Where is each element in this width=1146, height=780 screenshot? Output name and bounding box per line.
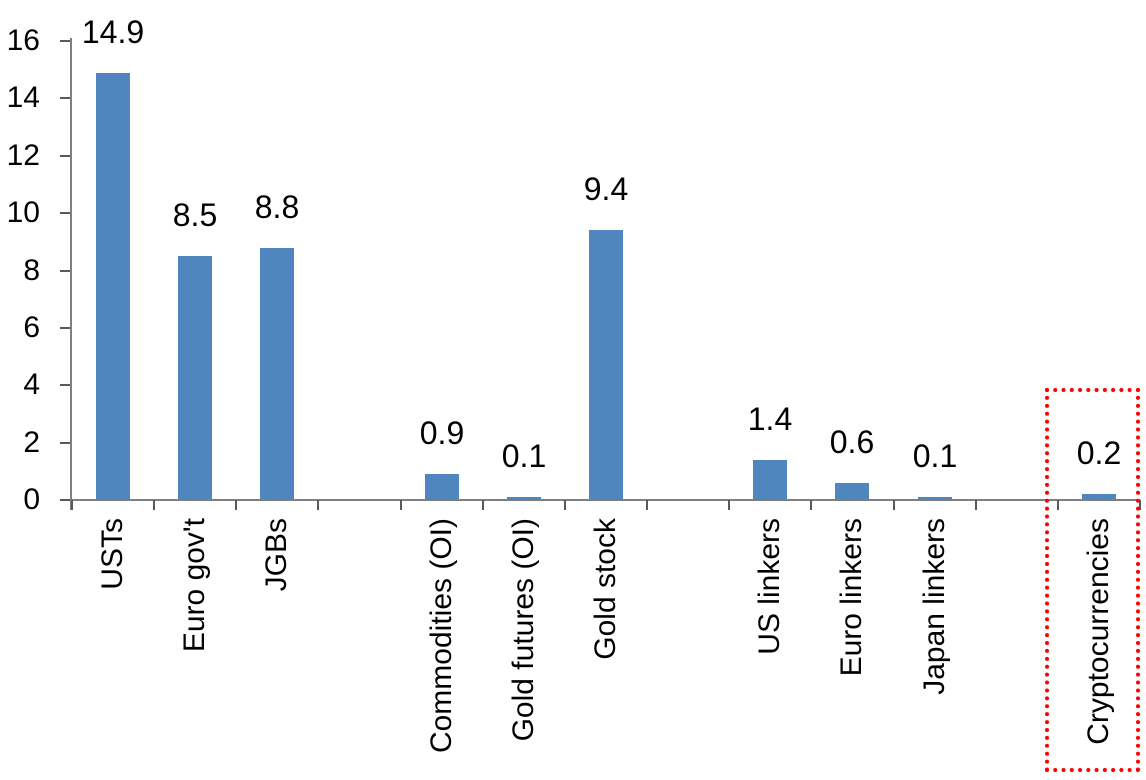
bar-value-label: 9.4 xyxy=(583,171,629,207)
category-label: Japan linkers xyxy=(918,518,951,695)
y-axis-tick-label: 0 xyxy=(23,483,40,516)
category-label: Euro gov't xyxy=(178,518,211,653)
x-axis-tick xyxy=(481,500,484,510)
y-axis-tick-label: 4 xyxy=(23,368,40,402)
y-axis-tick xyxy=(60,40,70,42)
x-axis-tick xyxy=(728,500,731,510)
bar xyxy=(835,483,869,500)
bar xyxy=(96,73,130,500)
y-axis-tick-label: 6 xyxy=(23,310,40,344)
category-label: Gold futures (OI) xyxy=(507,518,540,742)
y-axis-tick xyxy=(60,441,70,444)
y-axis-tick xyxy=(60,212,70,215)
bar-value-label: 14.9 xyxy=(81,14,145,50)
y-axis-tick xyxy=(60,384,70,387)
y-axis-tick xyxy=(60,97,70,100)
bar xyxy=(753,460,787,500)
x-axis-tick xyxy=(1139,500,1141,510)
category-label: JGBs xyxy=(260,518,293,592)
y-axis-tick-label: 16 xyxy=(6,24,40,57)
bar-value-label: 0.9 xyxy=(419,415,465,451)
bar-value-label: 8.5 xyxy=(172,197,218,233)
x-axis-tick xyxy=(399,500,402,510)
x-axis-line xyxy=(72,499,1140,501)
y-axis-tick xyxy=(60,269,70,272)
bar xyxy=(425,474,459,500)
category-label: Commodities (OI) xyxy=(425,518,458,754)
bar-value-label: 0.1 xyxy=(912,438,958,474)
x-axis-tick xyxy=(317,500,320,510)
y-axis-tick xyxy=(60,154,70,157)
category-label: USTs xyxy=(96,518,129,590)
category-label: US linkers xyxy=(753,518,786,655)
bar-value-label: 8.8 xyxy=(254,189,300,225)
y-axis-tick-label: 8 xyxy=(23,253,40,287)
x-axis-tick xyxy=(892,500,895,510)
y-axis-tick-label: 2 xyxy=(23,425,40,459)
y-axis-tick xyxy=(60,499,70,501)
y-axis-tick-label: 10 xyxy=(6,196,40,230)
bar xyxy=(507,497,541,500)
bar-value-label: 1.4 xyxy=(747,401,793,437)
highlight-box-cryptocurrencies xyxy=(1045,388,1140,772)
x-axis-tick xyxy=(810,500,813,510)
bar xyxy=(589,230,623,500)
bar-value-label: 0.1 xyxy=(501,438,547,474)
x-axis-tick xyxy=(153,500,156,510)
bar xyxy=(918,497,952,500)
bar xyxy=(178,256,212,500)
bar-value-label: 0.2 xyxy=(1076,435,1122,471)
category-label: Euro linkers xyxy=(835,518,868,677)
category-label: Gold stock xyxy=(589,518,622,660)
x-axis-tick xyxy=(974,500,977,510)
x-axis-tick xyxy=(71,500,73,510)
bar-value-label: 0.6 xyxy=(829,424,875,460)
y-axis-tick-label: 12 xyxy=(6,138,40,172)
bar xyxy=(1082,494,1116,500)
x-axis-tick xyxy=(563,500,566,510)
bar xyxy=(260,248,294,500)
y-axis-tick xyxy=(60,326,70,329)
x-axis-tick xyxy=(1056,500,1059,510)
y-axis-line xyxy=(70,38,72,510)
x-axis-tick xyxy=(646,500,649,510)
y-axis-tick-label: 14 xyxy=(6,81,40,115)
x-axis-tick xyxy=(235,500,238,510)
